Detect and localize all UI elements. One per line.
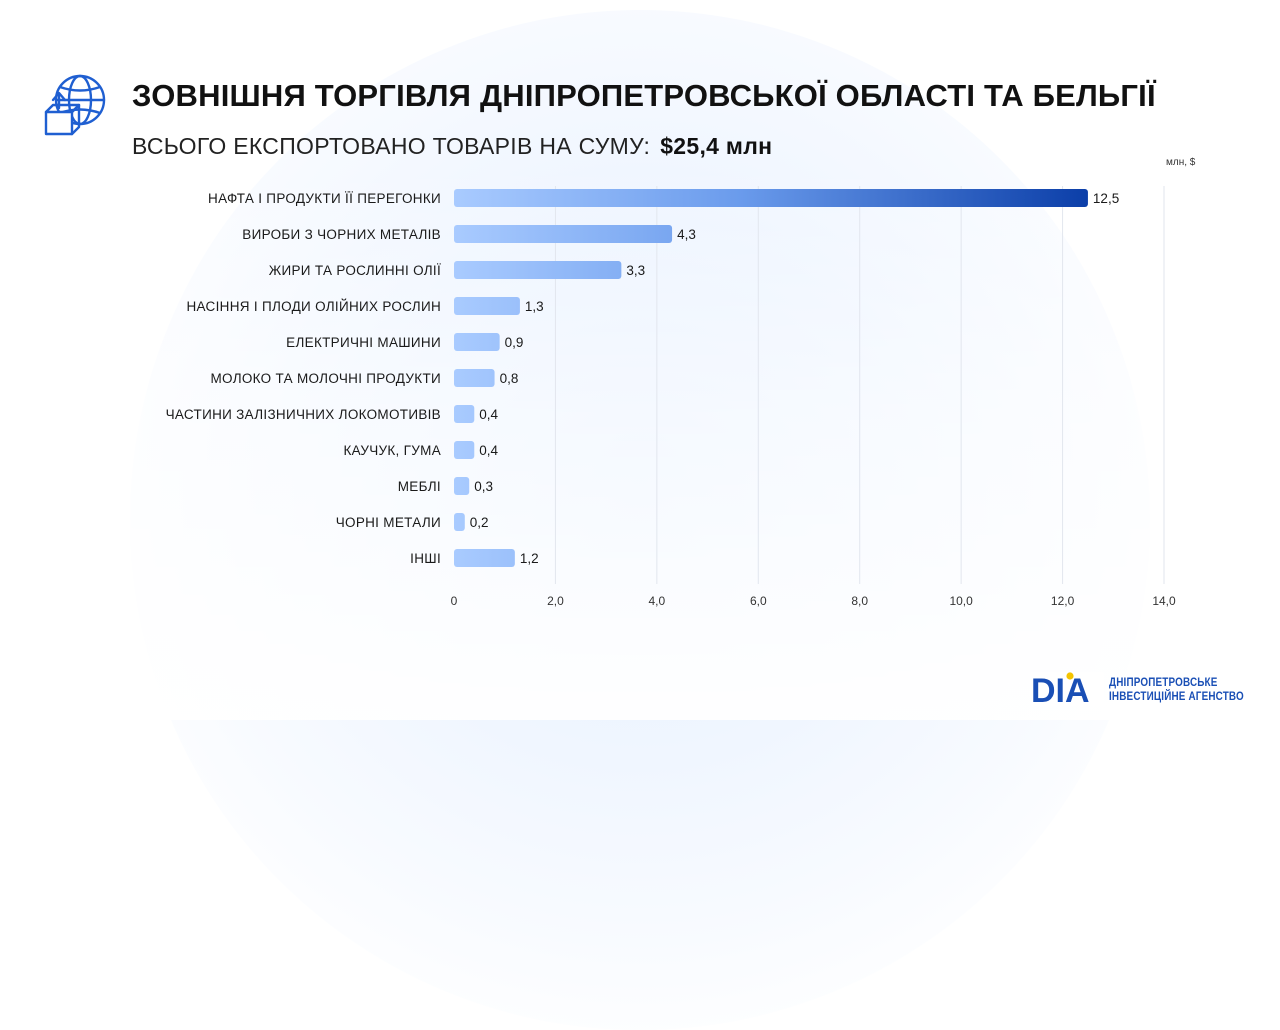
- background-fade: [0, 160, 1280, 720]
- data-label: 1,3: [525, 299, 544, 314]
- category-label: МЕБЛІ: [398, 479, 441, 494]
- data-label: 3,3: [626, 263, 645, 278]
- grid-lines: [554, 186, 1165, 584]
- bar: [454, 369, 495, 387]
- x-tick-label: 14,0: [1152, 594, 1176, 608]
- bar: [454, 549, 515, 567]
- x-tick-label: 8,0: [851, 594, 868, 608]
- x-tick-label: 6,0: [750, 594, 767, 608]
- bar: [454, 297, 520, 315]
- brand-logo: DIA ДНІПРОПЕТРОВСЬКЕ ІНВЕСТИЦІЙНЕ АГЕНСТ…: [1030, 668, 1250, 708]
- page-title: ЗОВНІШНЯ ТОРГІВЛЯ ДНІПРОПЕТРОВСЬКОЇ ОБЛА…: [132, 78, 1156, 113]
- data-label: 0,9: [505, 335, 524, 350]
- page-subtitle: ВСЬОГО ЕКСПОРТОВАНО ТОВАРІВ НА СУМУ: $25,…: [132, 133, 772, 160]
- bars: [454, 189, 1088, 567]
- export-total: $25,4 млн: [660, 133, 773, 159]
- brand-logo-text: DIA: [1031, 672, 1090, 706]
- value-labels: 12,5 4,3 3,3 1,3 0,9 0,8 0,4 0,4 0,3 0,2 1,2: [470, 191, 1119, 566]
- bar: [454, 225, 673, 243]
- brand-line-1: ДНІПРОПЕТРОВСЬКЕ: [1109, 677, 1218, 689]
- data-label: 0,8: [500, 371, 519, 386]
- bar: [454, 261, 622, 279]
- category-label: ЧАСТИНИ ЗАЛІЗНИЧНИХ ЛОКОМОТИВІВ: [166, 407, 441, 422]
- data-label: 1,2: [520, 551, 539, 566]
- bar: [454, 333, 500, 351]
- x-tick-label: 4,0: [649, 594, 666, 608]
- data-label: 0,2: [470, 515, 489, 530]
- bar: [454, 405, 475, 423]
- bar-chart: НАФТА І ПРОДУКТИ ЇЇ ПЕРЕГОНКИ ВИРОБИ З ЧО…: [166, 186, 1176, 608]
- bar: [454, 189, 1088, 207]
- x-tick-label: 10,0: [949, 594, 973, 608]
- globe-export-box-icon: [44, 74, 106, 136]
- dia-logo-icon: DIA: [1030, 672, 1104, 706]
- category-label: ЖИРИ ТА РОСЛИННІ ОЛІЇ: [269, 263, 441, 278]
- data-label: 12,5: [1093, 191, 1119, 206]
- category-label: НАФТА І ПРОДУКТИ ЇЇ ПЕРЕГОНКИ: [208, 191, 441, 206]
- data-label: 0,4: [479, 407, 498, 422]
- bar: [454, 513, 465, 531]
- x-tick-label: 12,0: [1051, 594, 1075, 608]
- bar: [454, 441, 475, 459]
- data-label: 0,3: [474, 479, 493, 494]
- category-label: ЕЛЕКТРИЧНІ МАШИНИ: [286, 335, 441, 350]
- category-label: НАСІННЯ І ПЛОДИ ОЛІЙНИХ РОСЛИН: [186, 299, 441, 314]
- x-axis-ticks: 0 2,0 4,0 6,0 8,0 10,0 12,0 14,0: [451, 594, 1176, 608]
- brand-line-2: ІНВЕСТИЦІЙНЕ АГЕНСТВО: [1109, 691, 1244, 703]
- category-label: МОЛОКО ТА МОЛОЧНІ ПРОДУКТИ: [211, 371, 441, 386]
- bar: [454, 477, 470, 495]
- brand-name: ДНІПРОПЕТРОВСЬКЕ ІНВЕСТИЦІЙНЕ АГЕНСТВО: [1109, 676, 1244, 704]
- data-label: 4,3: [677, 227, 696, 242]
- category-label: ВИРОБИ З ЧОРНИХ МЕТАЛІВ: [242, 227, 441, 242]
- unit-label: млн, $: [1166, 157, 1196, 168]
- subtitle-label: ВСЬОГО ЕКСПОРТОВАНО ТОВАРІВ НА СУМУ:: [132, 133, 651, 159]
- category-label: КАУЧУК, ГУМА: [343, 443, 441, 458]
- x-tick-label: 0: [451, 594, 458, 608]
- category-label: ІНШІ: [410, 551, 441, 566]
- category-labels: НАФТА І ПРОДУКТИ ЇЇ ПЕРЕГОНКИ ВИРОБИ З ЧО…: [166, 191, 441, 566]
- data-label: 0,4: [479, 443, 498, 458]
- category-label: ЧОРНІ МЕТАЛИ: [336, 515, 441, 530]
- x-tick-label: 2,0: [547, 594, 564, 608]
